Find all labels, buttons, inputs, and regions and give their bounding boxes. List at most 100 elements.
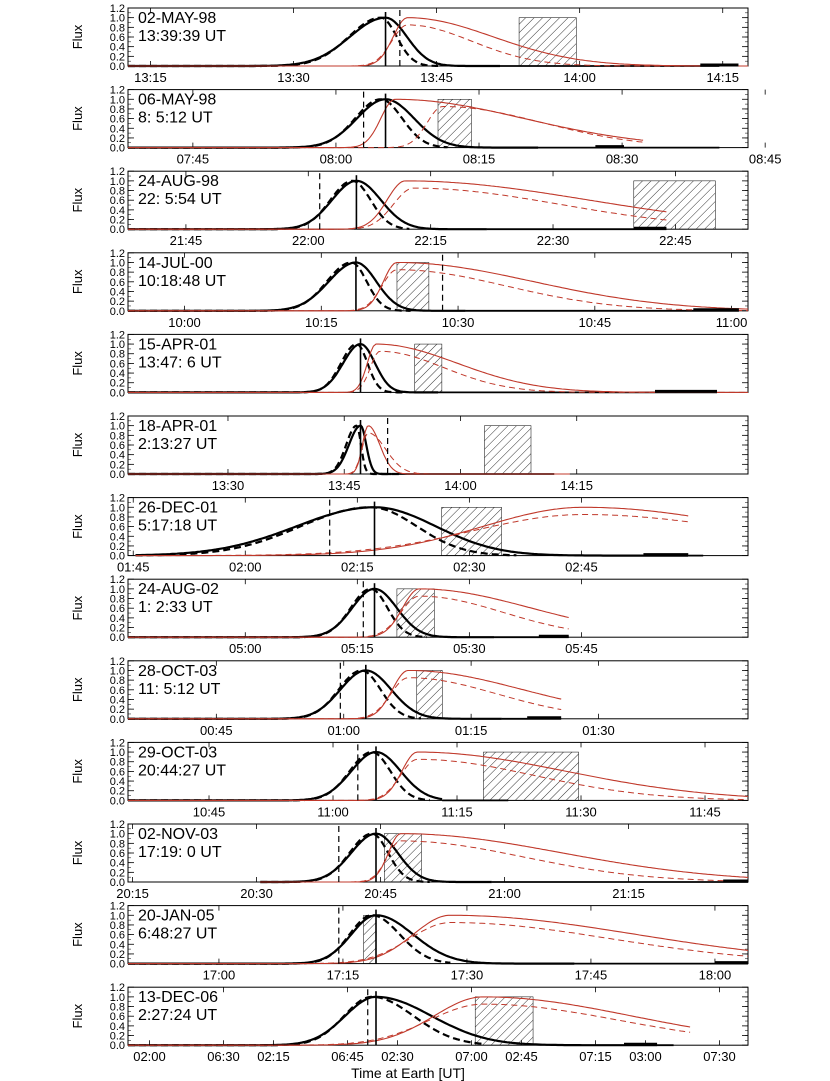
x-tick-label: 13:45 bbox=[328, 478, 361, 493]
x-tick-label: 06:45 bbox=[331, 1049, 364, 1064]
y-tick-label: 0.2 bbox=[110, 459, 125, 471]
y-tick-label: 0.2 bbox=[110, 1031, 125, 1043]
x-tick-label: 01:15 bbox=[455, 723, 488, 738]
y-axis-label: Flux bbox=[70, 514, 85, 539]
hatched-window bbox=[416, 670, 443, 720]
y-tick-label: 0.4 bbox=[110, 450, 125, 462]
event-date-label: 13-DEC-06 bbox=[138, 989, 218, 1006]
x-tick-label: 01:30 bbox=[582, 723, 615, 738]
y-tick-label: 0.8 bbox=[110, 104, 125, 116]
x-tick-label: 06:30 bbox=[207, 1049, 240, 1064]
y-axis-label: Flux bbox=[70, 432, 85, 457]
x-tick-label: 02:30 bbox=[453, 560, 486, 575]
x-tick-label: 20:15 bbox=[116, 886, 149, 901]
y-tick-label: 0.4 bbox=[110, 205, 125, 217]
black-solid-series bbox=[135, 506, 689, 557]
y-tick-label: 0.0 bbox=[110, 551, 125, 563]
y-axis-label: Flux bbox=[70, 1003, 85, 1028]
x-tick-label: 02:00 bbox=[133, 1049, 166, 1064]
y-tick-label: 0.2 bbox=[110, 296, 125, 308]
event-date-label: 24-AUG-02 bbox=[138, 581, 219, 598]
hatched-window bbox=[633, 180, 716, 230]
y-tick-label: 1.2 bbox=[110, 901, 125, 913]
x-tick-label: 22:00 bbox=[292, 233, 325, 248]
y-axis-label: Flux bbox=[70, 187, 85, 212]
y-tick-label: 0.2 bbox=[110, 867, 125, 879]
x-tick-label: 22:30 bbox=[537, 233, 570, 248]
x-tick-label: 05:45 bbox=[565, 641, 598, 656]
x-tick-label: 08:45 bbox=[749, 152, 782, 167]
event-date-label: 02-MAY-98 bbox=[138, 10, 216, 27]
red-dashed-series bbox=[128, 922, 749, 965]
hatched-window bbox=[363, 915, 377, 964]
y-tick-label: 0.2 bbox=[110, 623, 125, 635]
y-tick-label: 1.0 bbox=[110, 13, 125, 25]
y-tick-label: 0.4 bbox=[110, 286, 125, 298]
x-tick-label: 00:45 bbox=[200, 723, 233, 738]
red-dashed-series bbox=[128, 1003, 691, 1046]
y-tick-label: 0.0 bbox=[110, 306, 125, 318]
y-tick-label: 0.0 bbox=[110, 877, 125, 889]
y-tick-label: 1.0 bbox=[110, 502, 125, 514]
y-tick-label: 0.0 bbox=[110, 714, 125, 726]
y-tick-label: 1.0 bbox=[110, 257, 125, 269]
panel: 1.21.00.80.60.40.20.0 Flux 20-JAN-056:48:2… bbox=[70, 901, 749, 983]
x-tick-label: 14:15 bbox=[560, 478, 593, 493]
event-time-label: 17:19: 0 UT bbox=[138, 844, 222, 861]
x-tick-label: 21:15 bbox=[612, 886, 645, 901]
y-tick-label: 0.8 bbox=[110, 1002, 125, 1014]
y-tick-label: 0.8 bbox=[110, 512, 125, 524]
y-tick-label: 0.2 bbox=[110, 786, 125, 798]
x-tick-label: 10:15 bbox=[305, 315, 338, 330]
y-tick-label: 1.0 bbox=[110, 747, 125, 759]
y-tick-label: 0.4 bbox=[110, 939, 125, 951]
panel-frame bbox=[127, 905, 749, 965]
bottom-axis: 02:00 02:15 02:30 02:45 03:00 bbox=[133, 1040, 662, 1064]
event-time-label: 2:27:24 UT bbox=[138, 1007, 217, 1024]
red-dashed-series bbox=[128, 432, 570, 475]
y-tick-label: 1.2 bbox=[110, 411, 125, 423]
x-tick-label: 20:45 bbox=[364, 886, 397, 901]
y-tick-label: 0.0 bbox=[110, 224, 125, 236]
y-tick-label: 0.6 bbox=[110, 277, 125, 289]
panel: 1.21.00.80.60.40.20.0 Flux 26-DEC-015:17:1… bbox=[70, 493, 749, 575]
x-tick-label: 10:00 bbox=[168, 315, 201, 330]
event-time-label: 6:48:27 UT bbox=[138, 926, 217, 943]
y-tick-label: 1.2 bbox=[110, 166, 125, 178]
y-tick-label: 1.2 bbox=[110, 574, 125, 586]
y-tick-label: 1.2 bbox=[110, 85, 125, 97]
red-dashed-series bbox=[128, 350, 748, 393]
event-time-label: 11: 5:12 UT bbox=[138, 681, 221, 698]
event-date-label: 20-JAN-05 bbox=[138, 908, 215, 925]
y-tick-label: 0.0 bbox=[110, 143, 125, 155]
red-dashed-series bbox=[128, 595, 569, 638]
y-tick-label: 0.6 bbox=[110, 358, 125, 370]
y-tick-label: 0.0 bbox=[110, 795, 125, 807]
x-tick-label: 05:30 bbox=[453, 641, 486, 656]
y-axis-label: Flux bbox=[70, 269, 85, 294]
event-date-label: 14-JUL-00 bbox=[138, 255, 213, 272]
x-tick-label: 01:00 bbox=[327, 723, 360, 738]
x-tick-label: 17:15 bbox=[327, 968, 360, 983]
event-time-label: 13:39:39 UT bbox=[138, 28, 226, 45]
panel: 1.21.00.80.60.40.20.0 Flux 18-APR-012:13:2… bbox=[70, 411, 749, 493]
y-tick-label: 0.8 bbox=[110, 430, 125, 442]
y-tick-label: 1.0 bbox=[110, 176, 125, 188]
y-tick-label: 0.6 bbox=[110, 930, 125, 942]
x-tick-label: 02:45 bbox=[505, 1049, 538, 1064]
y-tick-label: 0.2 bbox=[110, 541, 125, 553]
red-solid-series bbox=[260, 833, 749, 883]
y-tick-label: 0.4 bbox=[110, 531, 125, 543]
x-tick-label: 02:45 bbox=[565, 560, 598, 575]
y-axis-label: Flux bbox=[70, 922, 85, 947]
y-tick-label: 0.4 bbox=[110, 613, 125, 625]
y-tick-label: 0.2 bbox=[110, 704, 125, 716]
y-tick-label: 0.8 bbox=[110, 22, 125, 34]
y-tick-label: 0.4 bbox=[110, 123, 125, 135]
x-tick-label: 10:45 bbox=[193, 804, 226, 819]
y-tick-label: 1.0 bbox=[110, 421, 125, 433]
y-tick-label: 0.6 bbox=[110, 685, 125, 697]
y-tick-label: 0.4 bbox=[110, 368, 125, 380]
